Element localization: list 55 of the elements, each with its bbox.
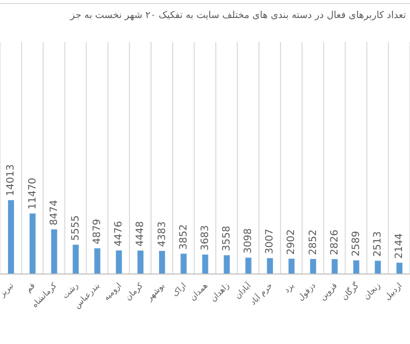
bar <box>202 254 208 274</box>
data-label: 8474 <box>48 200 60 226</box>
data-label: 2902 <box>286 229 298 255</box>
x-tick-label: دزفول <box>296 280 318 302</box>
bar <box>310 258 316 274</box>
data-label: 2589 <box>351 230 362 256</box>
x-tick-label: اردبیل <box>382 281 404 302</box>
x-tick-label: بوشهر <box>144 281 166 304</box>
x-tick-label: اراک <box>170 281 188 298</box>
bar <box>288 258 295 274</box>
bar <box>266 258 273 274</box>
x-tick-label: زاهدان <box>208 280 232 304</box>
x-tick-label: آبادان <box>232 280 254 301</box>
data-label: 2852 <box>308 230 319 255</box>
bar <box>8 200 14 274</box>
data-label: 2144 <box>394 233 406 259</box>
bar <box>353 260 360 274</box>
data-label: 4448 <box>135 221 146 247</box>
chart-title: تعداد کاربرهای فعال در دسته بندی های مختلف سایت به تفکیک ۲۰ شهر نخست به جز <box>70 10 406 21</box>
data-label: 3098 <box>243 228 254 254</box>
data-label: 2826 <box>329 230 340 256</box>
x-tick-label: گرگان <box>339 280 361 302</box>
data-label: 5555 <box>70 215 82 241</box>
x-tick-label: کرمان <box>124 280 145 302</box>
bar <box>224 255 230 274</box>
bar <box>245 258 252 274</box>
bar <box>72 244 79 274</box>
x-tick-label: قم <box>24 280 37 294</box>
bar <box>374 260 381 274</box>
data-label: 3007 <box>264 228 276 254</box>
bar <box>159 250 166 274</box>
data-label: 4476 <box>114 220 125 246</box>
data-label: 11470 <box>27 178 38 210</box>
data-label: 3558 <box>222 226 233 252</box>
bar <box>137 250 144 274</box>
bar <box>332 259 338 274</box>
data-label: 3852 <box>178 224 190 250</box>
x-tick-label: یزد <box>282 281 296 295</box>
x-tick-label: همدان <box>188 281 210 302</box>
data-label: 14013 <box>6 164 17 196</box>
bar <box>94 248 100 274</box>
x-tick-label: رشت <box>60 280 80 300</box>
data-label: 4879 <box>92 218 104 244</box>
bar <box>30 214 36 274</box>
x-tick-label: قزوین <box>318 280 340 302</box>
bar <box>51 229 58 274</box>
x-tick-label: زنجان <box>362 280 382 302</box>
x-tick-label: ارومیه <box>102 281 124 302</box>
bar <box>180 254 187 274</box>
data-label: 3683 <box>200 225 211 251</box>
x-tick-label: تبریز <box>0 281 16 300</box>
data-label: 2513 <box>372 231 384 257</box>
bar <box>116 250 122 274</box>
bar <box>396 262 402 274</box>
data-label: 4383 <box>156 221 168 247</box>
